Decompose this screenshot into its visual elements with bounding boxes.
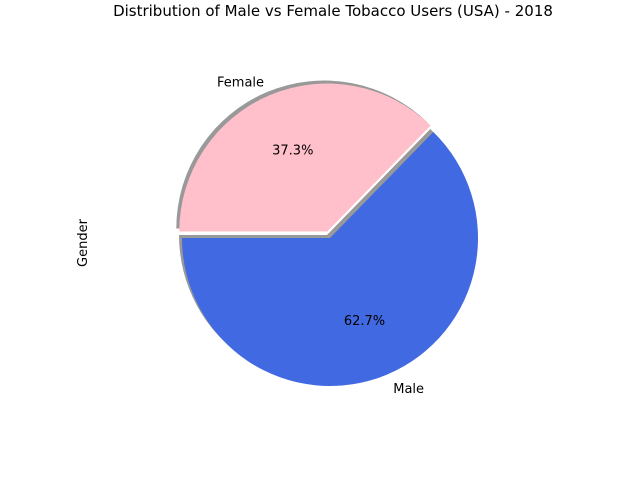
pie-slices	[179, 83, 478, 387]
slice-percent-male: 62.7%	[344, 314, 385, 329]
y-axis-label: Gender	[76, 218, 91, 267]
slice-percent-female: 37.3%	[272, 144, 313, 159]
chart-title: Distribution of Male vs Female Tobacco U…	[113, 2, 553, 20]
pie-labels: Male 62.7% Female 37.3%	[217, 76, 424, 397]
slice-label-male: Male	[393, 382, 424, 397]
slice-label-female: Female	[217, 76, 264, 91]
pie-slice-male	[182, 132, 478, 387]
pie-slice-female	[179, 83, 431, 232]
